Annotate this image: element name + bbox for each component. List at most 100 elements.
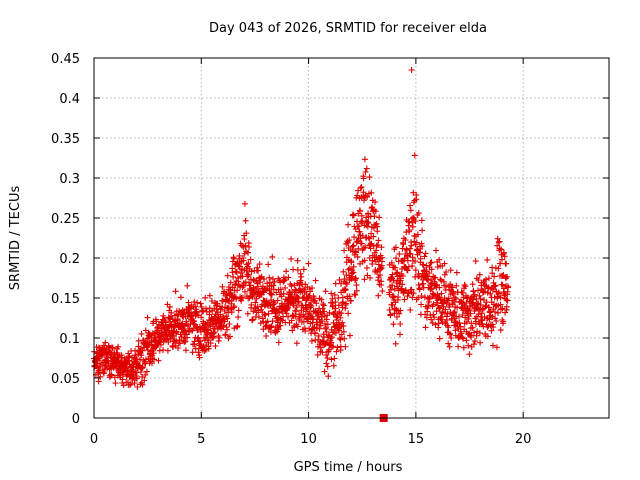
data-point [170,343,177,350]
data-point [349,270,356,276]
data-point [360,245,367,252]
data-point [293,340,300,347]
data-point [399,281,406,288]
data-point [177,340,183,347]
data-point [413,239,420,246]
data-point [228,309,235,316]
data-point [364,193,371,200]
data-point [313,300,320,307]
data-point [496,290,502,297]
data-point [178,333,185,340]
data-point [491,273,498,280]
data-point [461,281,468,288]
data-point [423,262,430,269]
data-point [289,327,296,334]
data-point [438,290,445,297]
data-point [490,342,496,349]
data-point [495,309,501,316]
data-point [333,314,340,321]
data-point [404,267,411,274]
data-point [324,363,331,370]
data-point [191,338,198,345]
data-point [465,342,472,349]
data-point [252,299,259,306]
data-point [266,274,273,281]
data-point [483,299,490,306]
data-point [231,303,238,310]
data-point [197,300,204,307]
data-point [408,286,415,293]
data-point [227,289,234,296]
data-point [435,320,442,327]
data-point [438,313,445,320]
data-point [224,326,230,333]
data-point [288,255,295,262]
data-point [436,304,442,311]
data-point [293,308,299,315]
data-point [328,290,335,297]
data-point [366,174,373,181]
data-point [319,349,326,356]
y-tick-label: 0.3 [59,172,80,187]
data-point [404,253,411,260]
data-point [276,309,283,316]
data-point [378,278,385,285]
data-point [235,307,242,314]
data-point [288,282,295,289]
data-point [436,284,443,291]
data-point [271,278,278,285]
data-point [491,294,498,301]
data-point [330,302,336,309]
data-point [500,318,507,325]
y-tick-label: 0.2 [59,252,80,267]
data-point [133,369,140,376]
data-point [418,217,425,224]
data-point [347,332,353,339]
data-point [302,327,309,334]
data-point [482,276,489,283]
data-point [438,277,445,284]
data-point [396,310,403,317]
grid-lines [94,58,609,418]
data-point [336,327,343,334]
data-point [112,380,119,387]
data-point [430,301,437,308]
data-point [477,339,484,346]
data-point [372,199,378,206]
data-point [326,309,333,316]
data-point [282,284,289,291]
data-point [415,210,422,217]
data-point [138,352,145,359]
data-point [175,345,181,351]
data-point [346,237,353,244]
data-point [241,200,248,207]
data-point [108,372,115,379]
data-point [139,381,146,388]
data-point [353,249,360,256]
data-point [504,273,511,280]
data-point [469,324,476,331]
plot-frame [93,57,610,419]
y-tick-label: 0.15 [51,292,80,307]
data-point [340,268,347,275]
data-point [351,234,358,241]
data-point [321,308,328,315]
data-point [430,311,437,318]
data-point [242,279,249,286]
data-point [229,284,236,291]
data-point [501,253,508,260]
data-point [194,299,201,306]
data-point [451,294,458,301]
data-point [240,294,246,301]
data-point [144,314,151,321]
x-tick-label: 0 [90,432,98,447]
data-point [493,344,500,351]
y-tick-label: 0.35 [51,132,80,147]
data-point [182,338,189,345]
data-point [453,282,460,289]
data-point [436,305,443,312]
data-point [389,301,396,308]
data-point [407,207,414,214]
data-point [484,256,491,263]
data-point [441,260,448,267]
